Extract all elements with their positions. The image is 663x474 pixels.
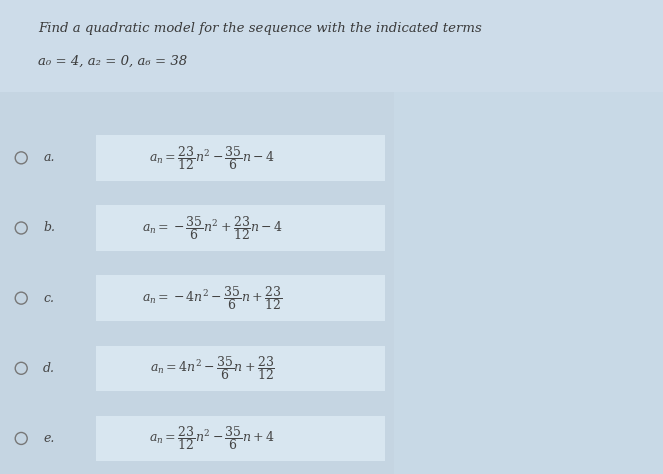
FancyBboxPatch shape: [96, 205, 385, 251]
Text: Find a quadratic model for the sequence with the indicated terms: Find a quadratic model for the sequence …: [38, 22, 482, 35]
FancyBboxPatch shape: [96, 416, 385, 461]
FancyBboxPatch shape: [96, 135, 385, 181]
Text: $a_n = \dfrac{23}{12}n^2 - \dfrac{35}{6}n + 4$: $a_n = \dfrac{23}{12}n^2 - \dfrac{35}{6}…: [149, 425, 275, 452]
FancyBboxPatch shape: [96, 275, 385, 321]
Text: d.: d.: [43, 362, 55, 375]
Text: $a_n = 4n^2 - \dfrac{35}{6}n + \dfrac{23}{12}$: $a_n = 4n^2 - \dfrac{35}{6}n + \dfrac{23…: [150, 355, 274, 382]
FancyBboxPatch shape: [96, 346, 385, 391]
FancyBboxPatch shape: [0, 0, 663, 92]
Text: b.: b.: [43, 221, 55, 235]
FancyBboxPatch shape: [394, 92, 663, 474]
Text: $a_n = -\dfrac{35}{6}n^2 + \dfrac{23}{12}n - 4$: $a_n = -\dfrac{35}{6}n^2 + \dfrac{23}{12…: [142, 214, 282, 242]
Text: $a_n = \dfrac{23}{12}n^2 - \dfrac{35}{6}n - 4$: $a_n = \dfrac{23}{12}n^2 - \dfrac{35}{6}…: [149, 144, 275, 172]
Text: c.: c.: [43, 292, 54, 305]
Text: a₀ = 4, a₂ = 0, a₆ = 38: a₀ = 4, a₂ = 0, a₆ = 38: [38, 55, 187, 68]
Text: e.: e.: [43, 432, 54, 445]
Text: a.: a.: [43, 151, 54, 164]
Text: $a_n = -4n^2 - \dfrac{35}{6}n + \dfrac{23}{12}$: $a_n = -4n^2 - \dfrac{35}{6}n + \dfrac{2…: [142, 284, 282, 312]
